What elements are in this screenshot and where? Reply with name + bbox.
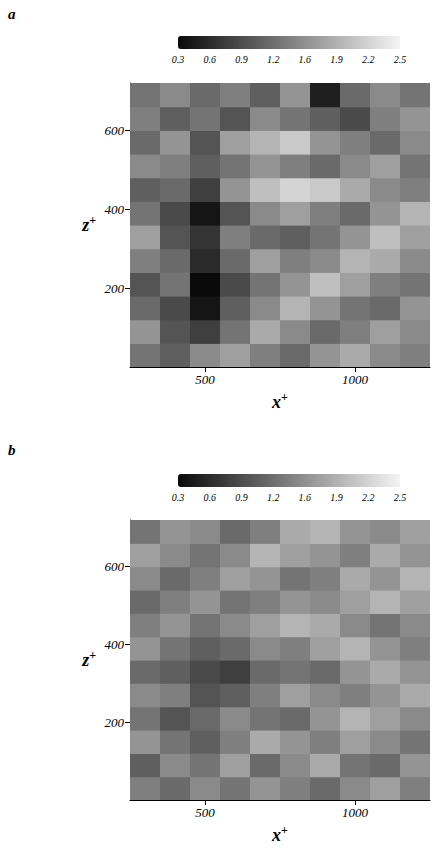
svg-text:400: 400 bbox=[105, 202, 125, 217]
svg-text:2.5: 2.5 bbox=[394, 54, 407, 65]
svg-text:1.9: 1.9 bbox=[330, 492, 343, 503]
svg-text:0.3: 0.3 bbox=[172, 492, 185, 503]
svg-text:0.3: 0.3 bbox=[172, 54, 185, 65]
svg-text:1000: 1000 bbox=[342, 805, 369, 820]
svg-text:1.2: 1.2 bbox=[267, 54, 280, 65]
svg-text:1.6: 1.6 bbox=[299, 492, 312, 503]
svg-text:200: 200 bbox=[105, 281, 125, 296]
svg-text:z: z bbox=[81, 215, 89, 235]
svg-text:a: a bbox=[8, 6, 16, 22]
svg-text:0.9: 0.9 bbox=[235, 492, 248, 503]
svg-text:400: 400 bbox=[105, 637, 125, 652]
svg-text:+: + bbox=[281, 823, 288, 837]
svg-text:600: 600 bbox=[105, 123, 125, 138]
svg-text:0.9: 0.9 bbox=[235, 54, 248, 65]
svg-text:500: 500 bbox=[195, 372, 215, 387]
svg-text:2.2: 2.2 bbox=[362, 54, 375, 65]
svg-text:0.6: 0.6 bbox=[203, 492, 216, 503]
svg-text:1.6: 1.6 bbox=[299, 54, 312, 65]
svg-text:200: 200 bbox=[105, 715, 125, 730]
svg-text:1.9: 1.9 bbox=[330, 54, 343, 65]
svg-text:1000: 1000 bbox=[342, 372, 369, 387]
svg-text:z: z bbox=[81, 650, 89, 670]
svg-text:+: + bbox=[89, 648, 96, 662]
svg-text:500: 500 bbox=[195, 805, 215, 820]
svg-text:+: + bbox=[281, 390, 288, 404]
svg-text:1.2: 1.2 bbox=[267, 492, 280, 503]
svg-text:0.6: 0.6 bbox=[203, 54, 216, 65]
svg-text:+: + bbox=[89, 213, 96, 227]
svg-text:2.2: 2.2 bbox=[362, 492, 375, 503]
svg-text:b: b bbox=[8, 442, 16, 458]
svg-text:600: 600 bbox=[105, 559, 125, 574]
svg-text:x: x bbox=[271, 825, 281, 845]
svg-text:x: x bbox=[271, 392, 281, 412]
svg-text:2.5: 2.5 bbox=[394, 492, 407, 503]
